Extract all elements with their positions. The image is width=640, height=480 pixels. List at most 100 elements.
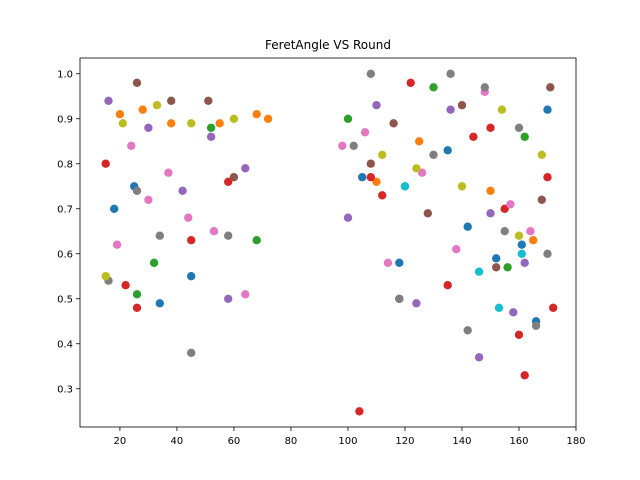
data-point [343, 114, 353, 124]
data-point [400, 182, 410, 191]
data-point [229, 114, 239, 124]
x-tick-label: 40 [171, 436, 184, 447]
data-point [215, 119, 224, 128]
data-point [104, 96, 113, 106]
data-point [492, 254, 501, 263]
data-point [127, 141, 136, 150]
data-point [429, 150, 438, 159]
data-point [229, 173, 239, 182]
axes-layer: 20 40 60 80 100 120 140 160 180 0.3 0.4 0.5 0.6 0.7 0.… [57, 57, 586, 447]
data-point [529, 236, 538, 245]
data-point [155, 231, 164, 240]
data-point [423, 209, 432, 218]
data-point [112, 240, 122, 249]
y-tick-label: 0.3 [57, 384, 73, 395]
y-tick-label: 0.7 [57, 204, 73, 215]
data-point [446, 69, 455, 79]
data-point [338, 141, 347, 150]
data-point [184, 213, 193, 222]
data-point [415, 137, 424, 146]
data-point [412, 299, 421, 308]
data-point [514, 231, 524, 240]
data-point [429, 83, 438, 92]
data-point [500, 204, 509, 213]
data-point [543, 105, 552, 114]
data-point [457, 182, 467, 191]
data-point [206, 132, 216, 141]
x-tick-label: 20 [114, 436, 127, 447]
x-tick-label: 140 [452, 436, 471, 447]
data-point [520, 132, 529, 141]
y-tick-label: 0.9 [57, 114, 73, 125]
data-point [252, 236, 261, 245]
x-tick-label: 160 [509, 436, 528, 447]
data-point [224, 294, 233, 303]
data-point [514, 123, 524, 132]
data-point [121, 281, 130, 290]
data-point [526, 227, 535, 236]
data-point [500, 227, 509, 236]
data-point [263, 114, 273, 124]
data-point [520, 258, 529, 267]
data-point [492, 263, 501, 272]
data-point [531, 321, 541, 330]
data-point [178, 186, 187, 195]
data-point [167, 96, 176, 106]
data-point [537, 195, 546, 204]
data-point [509, 308, 518, 317]
data-point [224, 231, 233, 240]
data-point [486, 186, 495, 195]
data-point [358, 173, 367, 182]
y-tick-label: 1.0 [57, 69, 73, 80]
x-tick-label: 120 [395, 436, 414, 447]
y-tick-label: 0.5 [57, 294, 73, 305]
data-point [355, 407, 364, 416]
data-point [406, 78, 415, 88]
plot-frame [79, 57, 577, 428]
data-point [132, 78, 142, 88]
data-point [164, 168, 173, 177]
data-point [144, 123, 153, 132]
data-point [457, 101, 467, 110]
data-point [378, 150, 387, 159]
data-point [417, 168, 427, 177]
data-point [252, 110, 261, 119]
data-point [480, 83, 489, 92]
chart-title: FeretAngle VS Round [265, 38, 391, 52]
data-point [474, 267, 484, 276]
x-tick-label: 100 [338, 436, 357, 447]
data-point [474, 353, 484, 362]
data-point [115, 110, 125, 119]
data-point [360, 128, 370, 137]
data-point [549, 303, 558, 312]
data-point [118, 119, 128, 128]
data-point [101, 159, 110, 168]
x-tick-label: 80 [285, 436, 298, 447]
data-point [497, 105, 507, 114]
data-point [224, 177, 233, 186]
data-point [463, 326, 472, 335]
data-point [167, 119, 176, 128]
data-point [366, 159, 375, 168]
data-point [486, 209, 495, 218]
data-point [446, 105, 455, 114]
points-layer [101, 69, 558, 416]
data-point [412, 164, 421, 173]
data-point [395, 294, 404, 303]
data-point [132, 290, 142, 299]
data-point [241, 164, 250, 173]
data-point [366, 69, 375, 79]
data-point [537, 150, 546, 159]
data-point [144, 195, 153, 204]
data-point [383, 258, 393, 267]
data-point [546, 83, 555, 92]
data-point [395, 258, 404, 267]
data-point [469, 132, 478, 141]
data-point [187, 272, 196, 281]
data-point [452, 245, 461, 254]
data-point [443, 281, 452, 290]
data-point [187, 236, 196, 245]
data-point [206, 123, 216, 132]
